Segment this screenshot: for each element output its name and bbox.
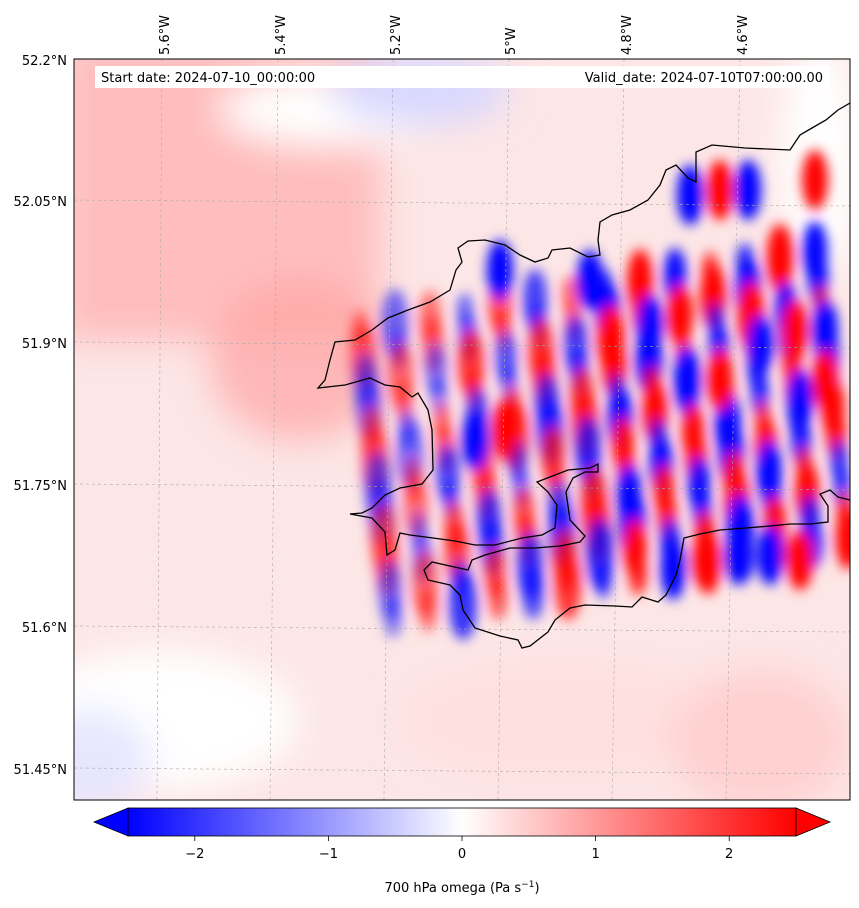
omega-cell-strong [802, 150, 828, 210]
lon-label-5w: 5°W [504, 27, 519, 55]
omega-cell-strong [782, 300, 808, 360]
lat-label-51.6n: 51.6°N [22, 621, 67, 636]
colorbar: −2 −1 0 1 2 700 hPa omega (Pa s−1) [92, 807, 832, 896]
lon-label-4.8w: 4.8°W [620, 15, 635, 55]
lat-label-52.2n: 52.2°N [22, 54, 67, 69]
omega-cell-strong [812, 350, 838, 410]
lon-labels: 5.6°W 5.4°W 5.2°W 5°W 4.8°W 4.6°W [158, 15, 751, 55]
valid-date-text: Valid_date: 2024-07-10T07:00:00.00 [585, 71, 823, 86]
omega-cell-strong [735, 160, 761, 220]
omega-cell-strong [487, 240, 513, 300]
omega-cell-strong [577, 250, 603, 310]
omega-cells [350, 150, 850, 640]
omega-cell-strong [747, 315, 773, 375]
info-background [95, 66, 829, 88]
omega-cell-strong [637, 295, 663, 355]
colorbar-title-exp: −1 [521, 880, 534, 890]
omega-cell [521, 564, 545, 620]
omega-cell [835, 506, 850, 570]
omega-cell [554, 551, 582, 621]
start-date-text: Start date: 2024-07-10_00:00:00 [101, 71, 315, 86]
omega-cell-strong [757, 525, 783, 585]
coastline [316, 102, 850, 649]
colorbar-extend-high [795, 807, 832, 837]
omega-cell-strong [677, 165, 703, 225]
colorbar-tick-label: −1 [319, 847, 338, 862]
omega-cell-strong [492, 400, 518, 460]
lat-label-52.05n: 52.05°N [14, 195, 67, 210]
lat-label-51.9n: 51.9°N [22, 337, 67, 352]
omega-cell-strong [725, 525, 751, 585]
colorbar-ticks: −2 −1 0 1 2 [185, 836, 733, 862]
omega-cell-strong [707, 160, 733, 220]
lon-label-5.4w: 5.4°W [274, 15, 289, 55]
lat-label-51.45n: 51.45°N [14, 763, 67, 778]
map-panel [74, 59, 850, 800]
omega-cell-strong [787, 370, 813, 430]
lon-label-5.6w: 5.6°W [158, 15, 173, 55]
omega-cell [594, 561, 612, 599]
omega-cell [628, 552, 648, 596]
omega-cell [449, 568, 477, 640]
info-bar: Start date: 2024-07-10_00:00:00 Valid_da… [95, 66, 829, 88]
colorbar-tick-label: 1 [591, 847, 599, 862]
omega-cell-strong [462, 410, 488, 470]
colorbar-tick-label: 0 [458, 847, 466, 862]
colorbar-tick-label: −2 [185, 847, 204, 862]
colorbar-tick-label: 2 [725, 847, 733, 862]
omega-cell-strong [707, 350, 733, 410]
omega-cell [660, 536, 686, 600]
omega-cell [383, 594, 403, 638]
lat-labels: 52.2°N 52.05°N 51.9°N 51.75°N 51.6°N 51.… [14, 54, 67, 778]
lon-label-4.6w: 4.6°W [736, 15, 751, 55]
omega-cell [488, 576, 508, 620]
lon-label-5.2w: 5.2°W [389, 15, 404, 55]
colorbar-title-close: ) [534, 881, 539, 896]
colorbar-title-main: 700 hPa omega (Pa s [384, 881, 521, 896]
omega-cell-strong [692, 530, 718, 590]
omega-cell-strong [812, 300, 838, 360]
colorbar-body [127, 807, 797, 837]
colorbar-title: 700 hPa omega (Pa s−1) [384, 880, 539, 896]
colorbar-extend-low [92, 807, 129, 837]
omega-cell-strong [667, 285, 693, 345]
map-frame [73, 58, 851, 801]
omega-cell-strong [787, 530, 813, 590]
omega-cell [418, 587, 438, 633]
lat-label-51.75n: 51.75°N [14, 479, 67, 494]
